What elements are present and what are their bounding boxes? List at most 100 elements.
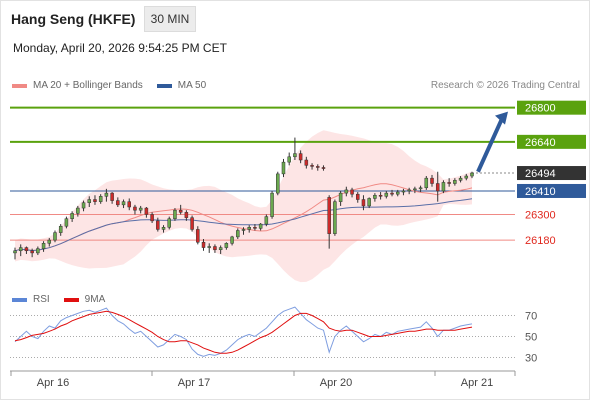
candle-body xyxy=(321,167,326,169)
9ma-swatch xyxy=(63,297,79,302)
price-label-text: 26800 xyxy=(525,103,556,115)
candle-body xyxy=(344,189,349,194)
candle-body xyxy=(453,180,457,184)
candle-body xyxy=(121,201,126,206)
candle-body xyxy=(464,175,469,179)
candle-body xyxy=(310,165,314,167)
candle-body xyxy=(18,247,23,252)
chart-title: Hang Seng (HKFE) xyxy=(11,11,136,27)
candle-body xyxy=(270,192,274,217)
candle-body xyxy=(236,230,240,238)
candle-body xyxy=(470,172,474,177)
candle-body xyxy=(367,198,371,207)
candle-body xyxy=(293,153,297,158)
legend-label-ma20: MA 20 + Bollinger Bands xyxy=(33,80,143,91)
rsi-swatch xyxy=(12,297,27,302)
candle-body xyxy=(413,188,417,191)
price-label-bg xyxy=(517,183,586,198)
rsi-tick-label: 70 xyxy=(525,311,537,323)
candle-body xyxy=(430,177,434,184)
candle-body xyxy=(116,200,120,206)
candle-body xyxy=(207,246,211,248)
candle-body xyxy=(58,225,63,233)
timeframe-badge[interactable]: 30 MIN xyxy=(144,6,196,32)
candle-body xyxy=(213,246,217,250)
x-tick-label: Apr 21 xyxy=(461,377,493,389)
candle-body xyxy=(150,214,154,222)
price-label-text: 26300 xyxy=(525,209,556,221)
legend-item-rsi: RSI xyxy=(12,294,50,305)
candle-body xyxy=(281,161,286,175)
candle-body xyxy=(316,166,320,168)
candle-body xyxy=(24,247,29,252)
candle-body xyxy=(373,194,377,199)
price-label-26800: 26800 xyxy=(517,100,586,115)
candle-body xyxy=(36,248,40,254)
candle-body xyxy=(156,220,160,230)
candle-body xyxy=(361,199,366,207)
candle-body xyxy=(407,189,411,192)
candle-body xyxy=(127,201,131,208)
price-label-26494: 26494 xyxy=(517,166,586,181)
price-label-text: 26410 xyxy=(525,186,556,198)
x-tick-label: Apr 20 xyxy=(320,377,352,389)
ma50-line xyxy=(14,198,473,252)
timestamp: Monday, April 20, 2026 9:54:25 PM CET xyxy=(13,41,227,55)
candle-body xyxy=(258,223,263,229)
copyright-note: Research © 2026 Trading Central xyxy=(430,80,580,91)
price-label-bg xyxy=(517,134,586,149)
price-label-26180: 26180 xyxy=(525,235,556,247)
legend-item-9ma: 9MA xyxy=(63,294,105,305)
candle-body xyxy=(247,227,251,230)
candle-body xyxy=(70,213,74,219)
legend-item-ma50: MA 50 xyxy=(156,80,206,91)
candle-body xyxy=(287,156,291,163)
rsi-line xyxy=(14,306,473,357)
price-label-bg xyxy=(517,100,586,115)
candle-body xyxy=(47,239,52,244)
candle-body xyxy=(264,216,269,225)
rsi-legend: RSI 9MA xyxy=(12,294,105,305)
candle-body xyxy=(338,192,343,202)
candle-body xyxy=(350,189,354,195)
price-label-26640: 26640 xyxy=(517,134,586,149)
candle-body xyxy=(87,199,92,203)
candle-body xyxy=(30,250,34,254)
x-tick-label: Apr 16 xyxy=(37,377,69,389)
price-label-text: 26494 xyxy=(525,168,556,180)
target-arrow xyxy=(476,117,504,173)
legend-item-ma20: MA 20 + Bollinger Bands xyxy=(12,80,143,91)
candle-body xyxy=(418,187,423,190)
candle-body xyxy=(201,241,206,248)
rsi-9ma-line xyxy=(14,310,473,354)
candle-body xyxy=(356,193,360,200)
candle-body xyxy=(401,190,406,193)
price-legend: MA 20 + Bollinger Bands MA 50 xyxy=(12,80,206,91)
price-label-text: 26640 xyxy=(525,137,556,149)
candle-body xyxy=(304,159,309,166)
price-label-text: 26180 xyxy=(525,235,556,247)
candle-body xyxy=(333,201,337,234)
candle-body xyxy=(178,209,183,213)
candle-body xyxy=(184,212,189,218)
candle-body xyxy=(167,218,171,228)
candle-body xyxy=(190,217,194,230)
candle-body xyxy=(395,191,400,195)
candle-body xyxy=(218,247,223,250)
candle-body xyxy=(81,202,86,209)
candle-body xyxy=(441,182,446,192)
candle-body xyxy=(53,232,57,241)
candle-body xyxy=(161,227,166,230)
candle-body xyxy=(173,209,177,219)
candle-body xyxy=(93,199,97,202)
candle-body xyxy=(110,192,114,201)
rsi-tick-label: 30 xyxy=(525,353,537,365)
candle-body xyxy=(390,192,394,195)
price-label-26410: 26410 xyxy=(517,183,586,198)
ma20-swatch xyxy=(12,83,27,88)
candle-body xyxy=(384,192,389,197)
candle-body xyxy=(64,218,69,227)
ma50-swatch xyxy=(156,83,172,88)
candle-body xyxy=(41,243,46,249)
